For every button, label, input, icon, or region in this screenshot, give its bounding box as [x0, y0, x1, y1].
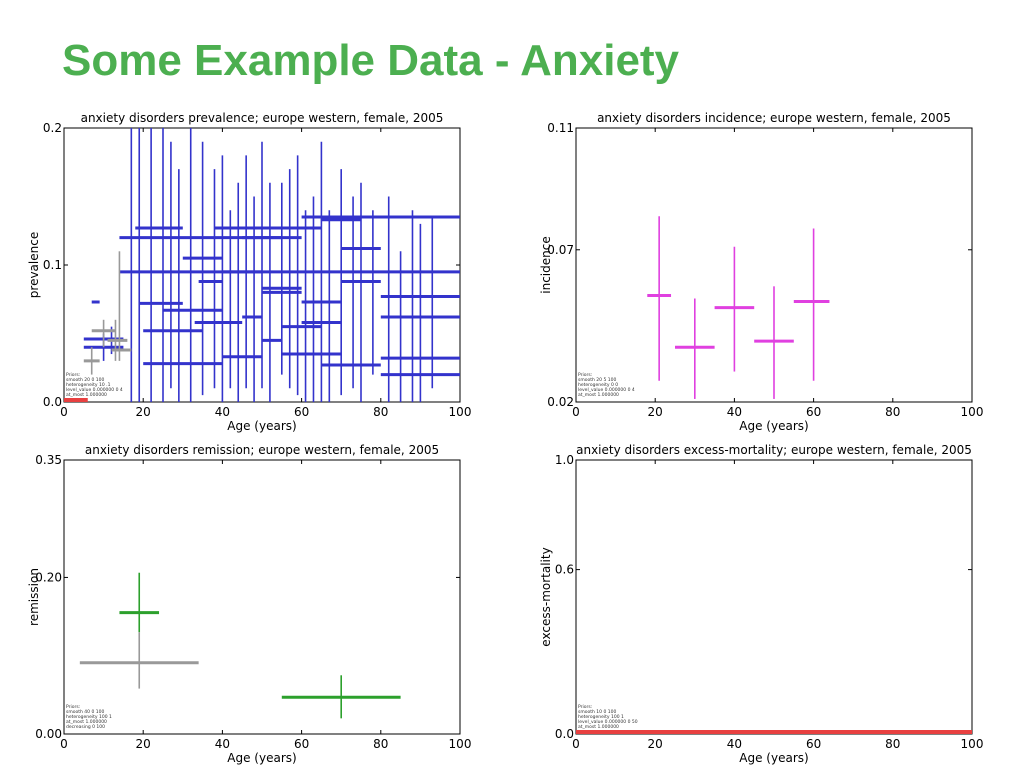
x-tick-label: 80	[373, 737, 388, 751]
priors-text: at_most 1.000000	[66, 719, 107, 725]
x-tick-label: 60	[806, 737, 821, 751]
y-tick-label: 0.20	[35, 570, 62, 584]
prevalence-chart: anxiety disorders prevalence; europe wes…	[27, 111, 472, 433]
y-axis-label: prevalence	[27, 232, 41, 298]
x-tick-label: 0	[60, 737, 68, 751]
priors-text: at_most 1.000000	[578, 724, 619, 730]
y-tick-label: 0.1	[43, 258, 62, 272]
y-tick-label: 0.0	[43, 395, 62, 409]
x-tick-label: 40	[727, 405, 742, 419]
x-tick-label: 100	[449, 737, 472, 751]
x-tick-label: 0	[60, 405, 68, 419]
y-tick-label: 0.02	[547, 395, 574, 409]
x-tick-label: 80	[373, 405, 388, 419]
x-tick-label: 80	[885, 405, 900, 419]
remission-chart: anxiety disorders remission; europe west…	[27, 443, 472, 765]
priors-text: at_most 1.000000	[578, 392, 619, 398]
y-axis-label: incidence	[539, 236, 553, 293]
y-axis-label: remission	[27, 568, 41, 626]
x-tick-label: 20	[136, 405, 151, 419]
x-tick-label: 40	[727, 737, 742, 751]
chart-title: anxiety disorders prevalence; europe wes…	[81, 111, 444, 125]
chart-title: anxiety disorders remission; europe west…	[85, 443, 439, 457]
x-tick-label: 20	[136, 737, 151, 751]
y-tick-label: 0.35	[35, 453, 62, 467]
priors-text: heterogeneity 100 1	[578, 714, 624, 720]
x-tick-label: 100	[449, 405, 472, 419]
x-axis-label: Age (years)	[227, 419, 296, 433]
excess-mortality-chart: anxiety disorders excess-mortality; euro…	[539, 443, 984, 765]
chart-title: anxiety disorders incidence; europe west…	[597, 111, 951, 125]
plot-frame	[575, 459, 973, 735]
priors-text: Priors:	[578, 372, 592, 378]
priors-text: Priors:	[66, 704, 80, 710]
priors-text: decreasing 0 100	[66, 724, 105, 730]
y-tick-label: 0.00	[35, 727, 62, 741]
x-tick-label: 0	[572, 405, 580, 419]
x-tick-label: 0	[572, 737, 580, 751]
chart-title: anxiety disorders excess-mortality; euro…	[576, 443, 972, 457]
priors-text: heterogeneity 100 1	[66, 714, 112, 720]
x-tick-label: 20	[648, 737, 663, 751]
x-tick-label: 80	[885, 737, 900, 751]
incidence-chart: anxiety disorders incidence; europe west…	[539, 111, 984, 433]
priors-text: level_value 0.000000 0 4	[578, 387, 635, 393]
y-tick-label: 0.0	[555, 727, 574, 741]
x-tick-label: 60	[294, 737, 309, 751]
priors-text: Priors:	[578, 704, 592, 710]
slide-title: Some Example Data - Anxiety	[62, 36, 680, 85]
priors-text: smooth 20 0 100	[66, 377, 104, 383]
x-tick-label: 60	[806, 405, 821, 419]
highlight-bar	[576, 730, 972, 734]
priors-text: level_value 0.000000 0 4	[66, 387, 123, 393]
highlight-bar	[64, 398, 88, 402]
x-tick-label: 40	[215, 405, 230, 419]
priors-text: heterogeneity 0 0	[578, 382, 618, 388]
x-axis-label: Age (years)	[227, 751, 296, 765]
priors-text: smooth 40 0 100	[66, 709, 104, 715]
y-tick-label: 0.11	[547, 121, 574, 135]
priors-text: Priors:	[66, 372, 80, 378]
x-axis-label: Age (years)	[739, 751, 808, 765]
plot-frame	[575, 127, 973, 403]
y-tick-label: 0.07	[547, 243, 574, 257]
priors-text: at_most 1.000000	[66, 392, 107, 398]
x-tick-label: 60	[294, 405, 309, 419]
x-axis-label: Age (years)	[739, 419, 808, 433]
y-tick-label: 0.6	[555, 563, 574, 577]
y-tick-label: 1.0	[555, 453, 574, 467]
y-axis-label: excess-mortality	[539, 547, 553, 646]
y-tick-label: 0.2	[43, 121, 62, 135]
x-tick-label: 100	[961, 405, 984, 419]
priors-text: heterogeneity 10 .1	[66, 382, 111, 388]
x-tick-label: 40	[215, 737, 230, 751]
priors-text: smooth 10 0 100	[578, 709, 616, 715]
priors-text: smooth 20 5 100	[578, 377, 616, 383]
priors-text: level_value 0.000000 0 50	[578, 719, 638, 725]
x-tick-label: 100	[961, 737, 984, 751]
x-tick-label: 20	[648, 405, 663, 419]
plot-frame	[63, 459, 461, 735]
